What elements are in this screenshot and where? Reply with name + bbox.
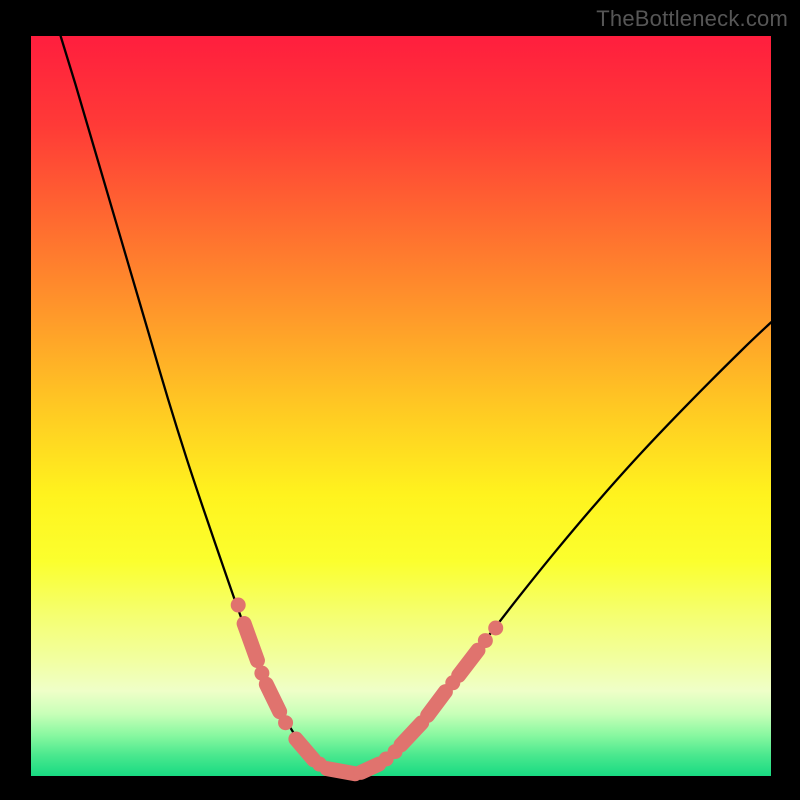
data-dot <box>231 598 246 613</box>
data-dot <box>278 715 293 730</box>
data-pill <box>459 650 478 675</box>
data-pill <box>401 723 422 745</box>
data-pill <box>296 739 314 760</box>
watermark-text: TheBottleneck.com <box>596 6 788 32</box>
chart-frame: TheBottleneck.com <box>0 0 800 800</box>
chart-svg <box>0 0 800 800</box>
data-pill <box>244 624 257 661</box>
data-pill <box>361 764 379 772</box>
data-dot <box>478 633 493 648</box>
data-pill <box>428 692 446 716</box>
data-dot <box>488 621 503 636</box>
data-pill <box>327 769 355 774</box>
bottleneck-curve <box>61 36 771 774</box>
data-pill <box>266 684 279 711</box>
